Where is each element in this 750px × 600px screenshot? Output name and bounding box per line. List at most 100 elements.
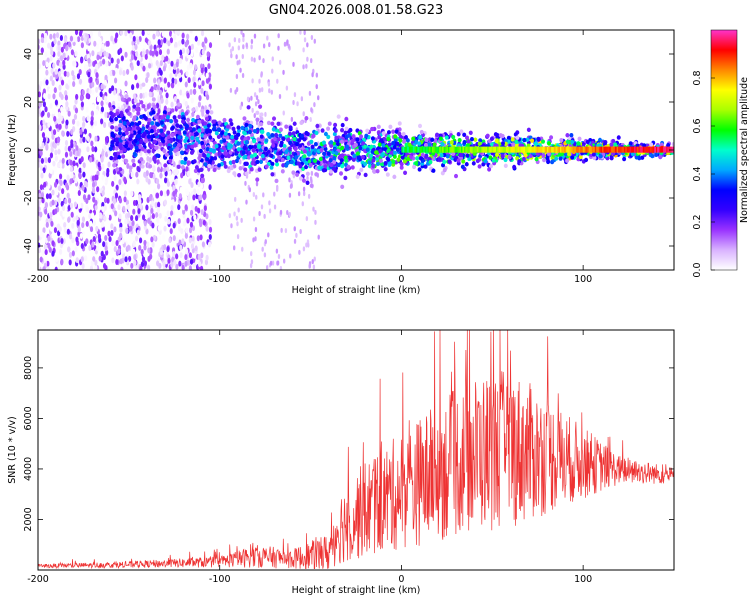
spectrogram-cell [48,193,52,200]
spectrogram-cell [280,157,285,163]
spectrogram-cell [344,126,349,131]
spectrogram-cell [507,146,510,153]
spectrogram-cell [258,87,262,93]
spectrogram-cell [179,186,183,193]
spectrogram-cell [170,125,175,130]
spectrogram-cell [214,144,219,149]
spectrogram-cell [117,87,121,94]
spectrogram-cell [110,132,115,138]
spectrogram-cell [313,141,318,147]
spectrogram-cell [388,124,393,130]
spectrogram-cell [606,146,609,153]
spectrogram-cell [530,138,535,143]
spectrogram-cell [620,146,624,153]
spectrogram-cell [632,146,635,153]
spectrogram-cell [305,63,308,69]
spectrogram-cell [76,120,80,127]
spectrogram-cell [262,43,266,49]
spectrogram-cell [109,155,114,161]
spectrogram-cell [59,61,63,68]
spectrogram-cell [167,40,171,47]
spectrogram-cell [87,45,91,52]
spectrogram-cell [157,39,161,46]
spectrogram-cell [136,178,140,185]
spectrogram-cell [38,205,41,212]
spectrogram-cell [381,146,386,151]
spectrogram-cell [267,81,271,87]
spectrogram-cell [602,146,605,153]
spectrogram-cell [228,42,231,48]
spectrogram-cell [184,248,189,255]
spectrogram-cell [104,111,108,118]
spectrogram-cell [118,130,123,136]
spectrogram-cell [370,149,375,155]
spectrogram-cell [144,37,148,44]
spectrogram-cell [148,57,153,64]
spectrogram-cell [132,130,137,135]
spectrogram-cell [534,156,539,162]
spectrogram-cell [510,137,515,142]
spectrogram-cell [95,79,100,86]
spectrogram-cell [87,194,91,201]
spectrogram-cell [110,248,114,255]
spectrogram-cell [162,110,167,115]
spectrogram-cell [177,40,182,47]
spectrogram-cell [178,260,182,267]
spectrogram-cell [592,155,597,161]
spectrogram-cell [38,161,41,168]
spectrogram-cell [190,97,194,104]
spectrogram-cell [201,144,206,150]
spectrogram-cell [91,104,95,111]
spectrogram-cell [258,104,263,109]
spectrogram-cell [273,204,277,210]
spectrogram-cell [664,146,667,153]
spectrogram-cell [148,156,152,163]
spectrogram-cell [74,30,79,36]
spectrogram-cell [609,146,612,153]
spectrogram-cell [663,146,666,153]
spectrogram-cell [339,171,344,176]
spectrogram-cell [143,41,147,48]
spectrogram-cell [654,146,657,153]
spectrogram-cell [445,146,448,153]
spectrogram-cell [403,135,408,140]
spectrogram-cell [192,69,197,76]
spectrogram-cell [58,91,63,98]
spectrogram-cell [114,43,118,50]
spectrogram-cell [660,146,663,153]
spectrogram-cell [82,194,87,201]
spectrogram-cell [109,117,114,123]
spectrogram-cell [80,42,84,49]
spectrogram-cell [87,57,91,64]
spectrogram-cell [222,138,227,143]
spectrogram-cell [488,163,493,169]
spectrogram-cell [278,94,282,100]
spectrogram-cell [249,251,253,257]
spectrogram-cell [276,137,281,142]
spectrogram-cell [289,159,294,165]
spectrogram-cell [180,172,184,179]
spectrogram-cell [151,241,155,248]
spectrogram-cell [288,125,293,130]
spectrogram-cell [287,43,291,49]
spectrogram-cell [247,151,252,156]
spectrogram-cell [52,62,56,69]
spectrogram-cell [64,94,69,101]
spectrogram-cell [101,163,105,170]
spectrogram-cell [45,61,49,68]
spectrogram-cell [180,228,184,235]
spectrogram-cell [71,70,75,77]
spectrogram-cell [278,127,283,132]
spectrogram-cell [191,111,195,118]
spectrogram-cell [200,128,205,133]
spectrogram-cell [156,84,160,91]
spectrogram-cell [147,247,151,254]
spectrogram-cell [85,238,89,245]
spectrogram-cell [146,134,151,139]
spectrogram-cell [536,136,541,142]
spectrogram-cell [307,152,312,157]
spectrogram-cell [321,140,326,145]
spectrogram-cell [70,202,74,209]
spectrogram-cell [245,199,248,205]
spectrogram-cell [274,132,279,138]
